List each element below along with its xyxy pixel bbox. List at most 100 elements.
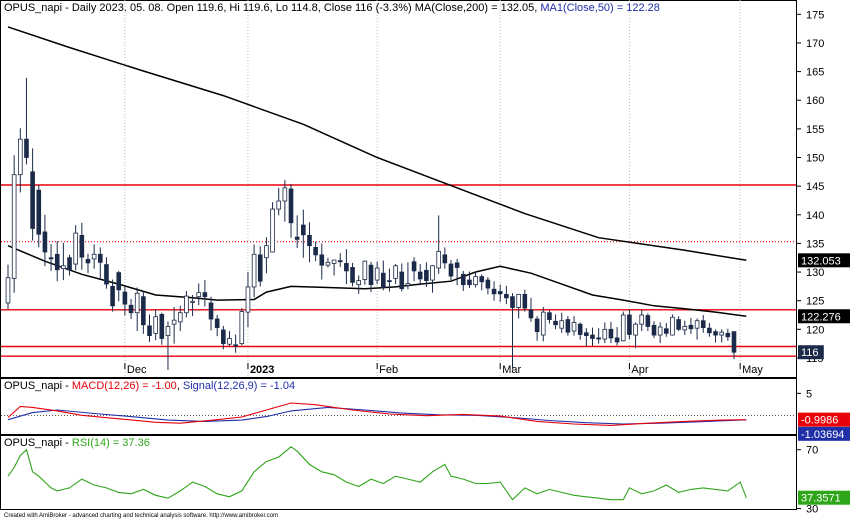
candle-body — [294, 236, 300, 240]
macd-legend-signal: Signal(12,26,9) = -1.04 — [183, 380, 295, 392]
x-tick-label: Apr — [631, 364, 648, 376]
candle-body — [387, 280, 392, 283]
candle-body — [159, 314, 165, 339]
candle-body — [436, 251, 441, 269]
candle-body — [516, 293, 521, 308]
macd-legend-sep: , — [177, 380, 183, 392]
candle-body — [651, 324, 657, 336]
candle-body — [584, 332, 589, 337]
price-ytick-label: 125 — [806, 296, 824, 308]
candle-body — [670, 316, 675, 336]
candle-body — [430, 265, 435, 281]
candle-body — [448, 263, 454, 277]
candle-body — [319, 254, 325, 266]
candle-body — [473, 276, 478, 286]
x-tick-label: Mar — [502, 364, 521, 376]
price-legend-prefix: OPUS_napi - Daily 2023. 05. 08. Open 119… — [4, 2, 540, 14]
candle-body — [497, 291, 503, 295]
candle-body — [682, 326, 688, 331]
candle-body — [719, 331, 725, 336]
candle-body — [147, 325, 152, 337]
candle-body — [54, 253, 60, 271]
macd-legend: OPUS_napi - MACD(12,26) = -1.00, Signal(… — [4, 380, 295, 392]
candle-body — [350, 267, 355, 283]
candle-body — [196, 292, 202, 298]
ma200-line — [7, 26, 747, 262]
rsi-ytick-label: 70 — [806, 445, 818, 457]
candle-body — [620, 314, 626, 342]
candle-body — [85, 259, 91, 264]
candle-body — [221, 329, 226, 345]
candle-body — [540, 311, 546, 336]
ma50-value-tag-bg — [798, 309, 850, 324]
candle-body — [116, 272, 122, 291]
rsi-panel-frame — [0, 435, 797, 510]
candle-body — [30, 171, 35, 229]
candle-body — [165, 326, 171, 337]
rsi-panel[interactable]: 30 70 37.3571 — [0, 435, 850, 516]
rsi-value-tag: 37.3571 — [801, 493, 841, 505]
candle-body — [627, 314, 632, 335]
price-ytick-label: 135 — [806, 238, 824, 250]
signal-value-tag: -1.03694 — [801, 429, 844, 441]
candle-body — [67, 257, 72, 271]
candle-body — [405, 283, 411, 286]
candle-body — [61, 265, 66, 270]
candle-body — [5, 277, 11, 304]
macd-line — [7, 402, 747, 426]
candle-body — [485, 279, 491, 289]
candle-body — [602, 328, 608, 340]
candle-body — [301, 224, 306, 236]
candle-body — [460, 273, 466, 286]
candle-body — [596, 337, 601, 340]
candle-body — [479, 276, 485, 283]
candle-body — [48, 257, 54, 260]
candle-body — [510, 296, 515, 308]
candle-body — [17, 138, 23, 176]
candle-body — [73, 232, 78, 265]
x-tick-label: Feb — [379, 364, 398, 376]
candle-body — [276, 200, 282, 210]
candle-body — [614, 337, 620, 343]
price-ytick-label: 140 — [806, 210, 824, 222]
candle-body — [11, 174, 17, 279]
candle-body — [380, 272, 386, 288]
candle-body — [645, 315, 651, 327]
candle-body — [208, 302, 214, 320]
candle-body — [91, 253, 97, 260]
candle-body — [97, 253, 103, 263]
candle-body — [547, 312, 552, 320]
price-ytick-label: 120 — [806, 324, 824, 336]
candle-body — [288, 188, 294, 224]
rsi-value-tag-bg — [798, 490, 850, 505]
price-legend: OPUS_napi - Daily 2023. 05. 08. Open 119… — [4, 2, 660, 14]
price-ytick-label: 145 — [806, 181, 824, 193]
ma50-line — [7, 245, 747, 318]
candle-body — [104, 264, 109, 285]
signal-value-tag-bg — [798, 426, 850, 441]
macd-panel-frame — [0, 378, 797, 435]
rsi-legend-rsi: RSI(14) = 37.36 — [72, 437, 150, 449]
price-ytick-label: 130 — [806, 267, 824, 279]
candle-body — [202, 292, 208, 298]
candle-body — [731, 331, 737, 353]
price-panel[interactable]: Dec2023FebMarAprMay115120125130135140145… — [0, 0, 850, 378]
macd-panel[interactable]: 5 -0.9986 -1.03694 — [0, 378, 850, 441]
price-legend-ma50: MA1(Close,50) = 122.28 — [540, 2, 660, 14]
candle-body — [356, 280, 362, 286]
macd-legend-prefix: OPUS_napi - — [4, 380, 72, 392]
candle-body — [707, 327, 712, 334]
candle-body — [633, 323, 638, 336]
price-ytick-label: 155 — [806, 124, 824, 136]
candle-body — [233, 344, 238, 347]
candle-body — [337, 260, 343, 263]
candle-body — [676, 319, 681, 330]
candle-body — [325, 261, 331, 266]
candle-body — [177, 312, 183, 323]
x-tick-label: May — [742, 364, 763, 376]
candle-body — [374, 267, 380, 281]
candle-body — [134, 292, 140, 314]
candle-body — [393, 265, 398, 279]
candle-body — [559, 320, 565, 329]
